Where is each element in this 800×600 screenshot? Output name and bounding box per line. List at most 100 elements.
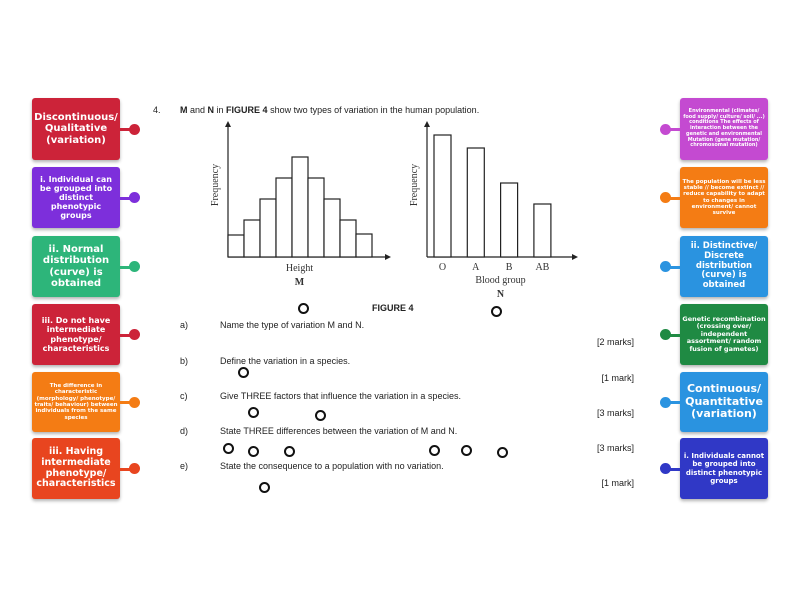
connector-line (665, 128, 680, 131)
connector-dot[interactable] (129, 463, 140, 474)
drop-target-circle[interactable] (461, 445, 472, 456)
drop-target-circle[interactable] (248, 407, 259, 418)
drop-target-circle[interactable] (223, 443, 234, 454)
part-marks: [3 marks] (596, 408, 634, 418)
left-answer-card[interactable]: iii. Do not have intermediate phenotype/… (32, 304, 120, 365)
connector-dot[interactable] (660, 261, 671, 272)
connector-line (665, 265, 680, 269)
part-label: e) (180, 461, 189, 471)
connector-dot[interactable] (660, 463, 671, 474)
bar (227, 234, 245, 258)
part-text: Define the variation in a species. (220, 356, 351, 366)
bar (355, 233, 373, 258)
connector-line (665, 196, 680, 200)
bar (339, 219, 357, 258)
part-label: b) (180, 356, 189, 366)
bar (466, 147, 485, 258)
left-answer-card[interactable]: i. Individual can be grouped into distin… (32, 167, 120, 228)
right-answer-card[interactable]: Genetic recombination (crossing over/ in… (680, 304, 768, 365)
bar (243, 219, 261, 258)
drop-target-circle[interactable] (491, 306, 502, 317)
connector-dot[interactable] (129, 123, 140, 135)
drop-target-circle[interactable] (315, 410, 326, 421)
connector-dot[interactable] (129, 261, 140, 272)
connector-dot[interactable] (129, 192, 140, 203)
drop-target-circle[interactable] (429, 445, 440, 456)
stem-text: and (187, 105, 208, 115)
connector-line (665, 467, 680, 471)
part-text: State the consequence to a population wi… (220, 461, 444, 471)
left-answer-card[interactable]: iii. Having intermediate phenotype/ char… (32, 438, 120, 499)
part-text: Name the type of variation M and N. (220, 320, 365, 330)
x-tick-label: O (439, 262, 446, 273)
stem-text: in (214, 105, 227, 115)
bar (533, 203, 552, 258)
connector-line (120, 401, 135, 404)
stem-n: N (207, 105, 215, 115)
connector-line (665, 333, 680, 337)
left-answer-card[interactable]: The difference in characteristic (morpho… (32, 372, 120, 432)
worksheet-image: 4. M and N in FIGURE 4 show two types of… (150, 95, 650, 505)
part-label: a) (180, 320, 189, 330)
connector-dot[interactable] (660, 123, 671, 135)
x-tick-label: AB (535, 262, 549, 273)
stem-m: M (180, 105, 188, 115)
bar (307, 177, 325, 258)
left-answer-card[interactable]: Discontinuous/ Qualitative (variation) (32, 98, 120, 160)
connector-line (120, 196, 135, 200)
figure-label: FIGURE 4 (372, 303, 414, 313)
chart-title: M (295, 277, 305, 288)
part-label: d) (180, 426, 189, 436)
left-answer-card[interactable]: ii. Normal distribution (curve) is obtai… (32, 236, 120, 297)
drop-target-circle[interactable] (248, 446, 259, 457)
chart-title: N (497, 289, 505, 300)
question-number: 4. (153, 105, 161, 115)
part-text: Give THREE factors that influence the va… (220, 391, 461, 401)
connector-dot[interactable] (129, 396, 140, 408)
drop-target-circle[interactable] (259, 482, 270, 493)
bar (275, 177, 293, 258)
bar (500, 182, 519, 258)
part-marks: [1 mark] (601, 373, 634, 383)
right-answer-card[interactable]: ii. Distinctive/ Discrete distribution (… (680, 236, 768, 297)
bar (433, 134, 452, 258)
y-axis-label: Frequency (409, 164, 420, 206)
part-label: c) (180, 391, 188, 401)
bar (323, 198, 341, 258)
stem-figure: FIGURE 4 (226, 105, 268, 115)
right-answer-card[interactable]: Continuous/ Quantitative (variation) (680, 372, 768, 432)
y-axis-arrow (225, 121, 231, 127)
x-axis-label: Height (286, 263, 313, 274)
part-marks: [1 mark] (601, 478, 634, 488)
stem-text: show two types of variation in the human… (267, 105, 480, 115)
x-axis-arrow (572, 254, 578, 260)
right-answer-card[interactable]: i. Individuals cannot be grouped into di… (680, 438, 768, 499)
drop-target-circle[interactable] (284, 446, 295, 457)
connector-dot[interactable] (129, 329, 140, 340)
bar (291, 156, 309, 258)
connector-dot[interactable] (660, 396, 671, 408)
right-answer-card[interactable]: The population will be less stable // be… (680, 167, 768, 228)
x-axis-label: Blood group (475, 275, 525, 286)
connector-dot[interactable] (660, 329, 671, 340)
y-axis-arrow (424, 121, 430, 127)
x-axis-arrow (385, 254, 391, 260)
drop-target-circle[interactable] (298, 303, 309, 314)
x-tick-label: B (506, 262, 513, 273)
connector-dot[interactable] (660, 192, 671, 203)
connector-line (665, 401, 680, 404)
drop-target-circle[interactable] (238, 367, 249, 378)
bar (259, 198, 277, 258)
connector-line (120, 265, 135, 269)
part-marks: [3 marks] (596, 443, 634, 453)
y-axis-label: Frequency (210, 164, 221, 206)
connector-line (120, 333, 135, 337)
part-text: State THREE differences between the vari… (220, 426, 458, 436)
connector-line (120, 128, 135, 131)
connector-line (120, 467, 135, 471)
right-answer-card[interactable]: Environmental (climates/ food supply/ cu… (680, 98, 768, 160)
part-marks: [2 marks] (596, 337, 634, 347)
question-stem: M and N in FIGURE 4 show two types of va… (180, 105, 479, 115)
drop-target-circle[interactable] (497, 447, 508, 458)
